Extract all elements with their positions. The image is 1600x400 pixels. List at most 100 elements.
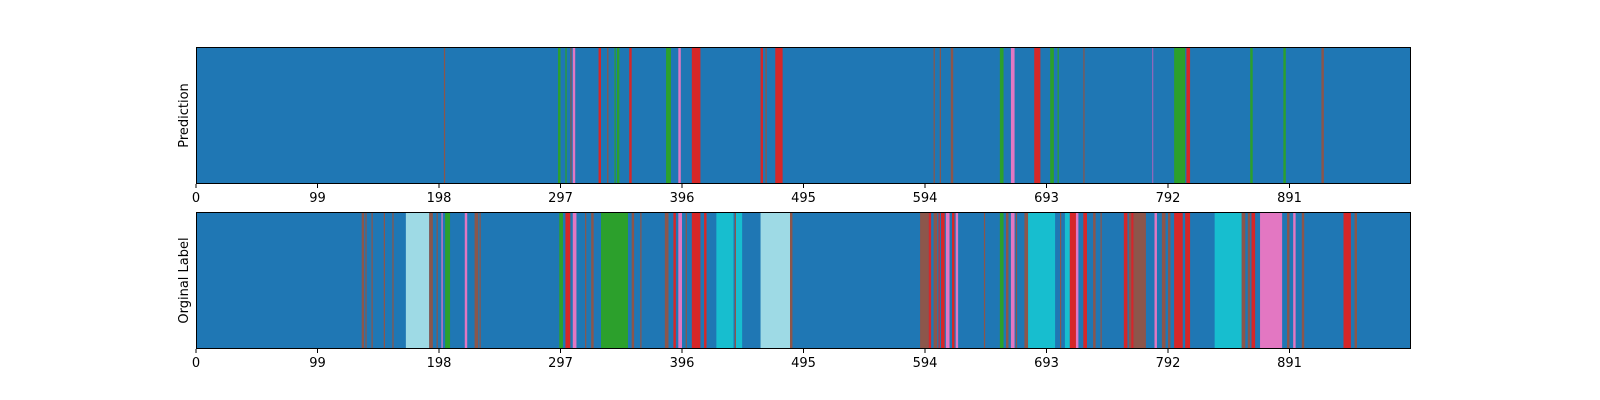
segment-brown xyxy=(1287,212,1290,349)
x-tick-label: 495 xyxy=(791,356,816,371)
segment-brown xyxy=(734,212,736,349)
segment-brown xyxy=(429,212,433,349)
segment-brown xyxy=(664,212,669,349)
segment-pink xyxy=(1260,212,1283,349)
segment-brown xyxy=(983,212,986,349)
segment-red xyxy=(1083,212,1087,349)
segment-brown xyxy=(1093,212,1096,349)
x-tick-label: 792 xyxy=(1156,191,1181,206)
segment-brown xyxy=(1168,212,1171,349)
background-band xyxy=(196,47,1411,184)
x-tick-label: 693 xyxy=(1034,356,1059,371)
segment-brown xyxy=(1100,212,1102,349)
segment-cyan xyxy=(1028,212,1056,349)
segment-red xyxy=(952,212,955,349)
segment-green xyxy=(565,47,567,184)
segment-green xyxy=(1057,47,1059,184)
x-tick-label: 891 xyxy=(1277,356,1302,371)
segment-red xyxy=(1174,212,1183,349)
segment-pink xyxy=(464,212,468,349)
segment-brown xyxy=(479,212,481,349)
segment-brown xyxy=(950,47,954,184)
x-tick-label: 99 xyxy=(309,356,326,371)
segment-green xyxy=(666,47,671,184)
x-tick-label: 198 xyxy=(427,191,452,206)
segment-red xyxy=(1131,212,1134,349)
segment-red xyxy=(1034,47,1041,184)
y-axis-label: Orginal Label xyxy=(177,237,192,323)
segment-green xyxy=(616,47,620,184)
segment-red xyxy=(691,47,701,184)
segment-pink xyxy=(955,212,959,349)
segment-green xyxy=(559,212,563,349)
x-tick-label: 495 xyxy=(791,191,816,206)
segment-pink xyxy=(1010,47,1015,184)
segment-lightcyan xyxy=(405,212,430,349)
segment-pink xyxy=(572,212,577,349)
segment-red xyxy=(938,212,940,349)
segment-brown xyxy=(765,47,767,184)
segment-brown xyxy=(371,212,373,349)
segment-brown xyxy=(1161,212,1166,349)
x-tick-label: 198 xyxy=(427,356,452,371)
segment-brown xyxy=(1321,47,1324,184)
segment-brown xyxy=(591,212,594,349)
x-tick-label: 0 xyxy=(192,356,200,371)
segment-red xyxy=(704,212,707,349)
segment-brown xyxy=(1354,212,1357,349)
segment-pink xyxy=(678,47,681,184)
segment-red xyxy=(691,212,701,349)
segment-red xyxy=(775,47,783,184)
segment-brown xyxy=(365,212,367,349)
x-tick-label: 594 xyxy=(913,356,938,371)
segment-brown xyxy=(631,212,635,349)
segment-green xyxy=(558,47,561,184)
x-tick-label: 594 xyxy=(913,191,938,206)
segment-brown xyxy=(1006,212,1009,349)
segment-brown xyxy=(361,212,365,349)
x-tick-label: 396 xyxy=(670,356,695,371)
segment-brown xyxy=(392,212,394,349)
x-tick-label: 792 xyxy=(1156,356,1181,371)
axes-frame xyxy=(196,212,1411,349)
segment-brown xyxy=(1241,212,1246,349)
segment-red xyxy=(940,212,945,349)
segment-pink xyxy=(945,212,950,349)
segment-brown xyxy=(933,212,938,349)
segment-brown xyxy=(607,47,609,184)
segment-red xyxy=(760,47,763,184)
segment-brown xyxy=(1133,212,1146,349)
segment-cyan xyxy=(1214,212,1242,349)
segment-brown xyxy=(1060,212,1062,349)
x-tick-label: 396 xyxy=(670,191,695,206)
segment-brown xyxy=(474,212,479,349)
segment-green xyxy=(999,47,1004,184)
segment-red xyxy=(1251,212,1256,349)
segment-brown xyxy=(1015,212,1018,349)
segment-brown xyxy=(920,212,929,349)
segment-red xyxy=(1069,212,1076,349)
x-tick-label: 0 xyxy=(192,191,200,206)
segment-red xyxy=(1186,47,1191,184)
segment-pink xyxy=(1293,212,1296,349)
segment-brown xyxy=(585,212,587,349)
segment-brown xyxy=(383,212,385,349)
segment-brown xyxy=(1128,212,1132,349)
segment-green xyxy=(1174,47,1186,184)
segment-lightcyan xyxy=(760,212,790,349)
segment-red xyxy=(1123,212,1128,349)
segment-brown xyxy=(939,47,941,184)
segment-red xyxy=(1185,212,1191,349)
segment-green xyxy=(1250,47,1253,184)
segment-brown xyxy=(685,212,687,349)
x-tick-label: 99 xyxy=(309,191,326,206)
segment-brown xyxy=(790,212,793,349)
segment-brown xyxy=(443,47,446,184)
segment-green xyxy=(614,47,616,184)
segment-brown xyxy=(1024,212,1029,349)
axes-frame xyxy=(196,47,1411,184)
segment-green xyxy=(1283,47,1286,184)
segment-pink xyxy=(1010,212,1015,349)
background-band xyxy=(196,212,1411,349)
